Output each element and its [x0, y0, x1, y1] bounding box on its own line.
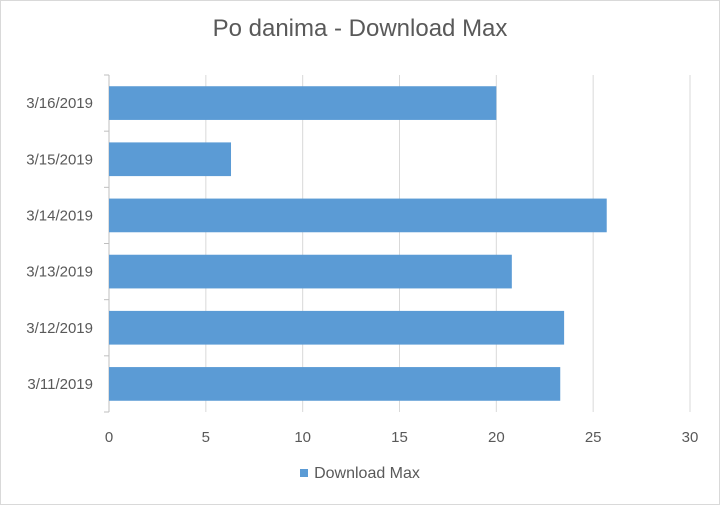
x-tick-label: 20 — [488, 429, 505, 446]
y-tick-label: 3/11/2019 — [27, 376, 93, 393]
x-tick-label: 25 — [585, 429, 602, 446]
y-tick-label: 3/12/2019 — [26, 320, 93, 337]
legend-label: Download Max — [314, 465, 420, 482]
x-tick-label: 30 — [682, 429, 699, 446]
bar — [109, 310, 565, 345]
x-tick-label: 5 — [202, 429, 210, 446]
bar — [109, 86, 497, 120]
chart-title: Po danima - Download Max — [212, 15, 508, 42]
y-tick-label: 3/14/2019 — [26, 207, 93, 224]
bar — [109, 367, 561, 401]
bar — [109, 254, 512, 289]
bar — [109, 142, 232, 177]
x-tick-label: 10 — [294, 429, 311, 446]
y-tick-label: 3/15/2019 — [26, 151, 93, 168]
bar — [109, 198, 607, 233]
y-tick-label: 3/13/2019 — [26, 264, 93, 281]
chart-legend: Download Max — [1, 465, 719, 483]
legend-swatch — [300, 468, 309, 477]
x-tick-label: 15 — [391, 429, 408, 446]
x-tick-label: 0 — [105, 429, 113, 446]
y-tick-label: 3/16/2019 — [26, 95, 93, 112]
